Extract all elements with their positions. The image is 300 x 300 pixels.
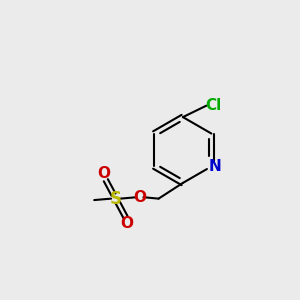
Text: Cl: Cl — [206, 98, 222, 113]
Text: O: O — [98, 166, 111, 181]
Text: N: N — [209, 159, 222, 174]
Text: O: O — [134, 190, 146, 205]
Text: O: O — [121, 216, 134, 231]
Text: S: S — [110, 190, 122, 208]
